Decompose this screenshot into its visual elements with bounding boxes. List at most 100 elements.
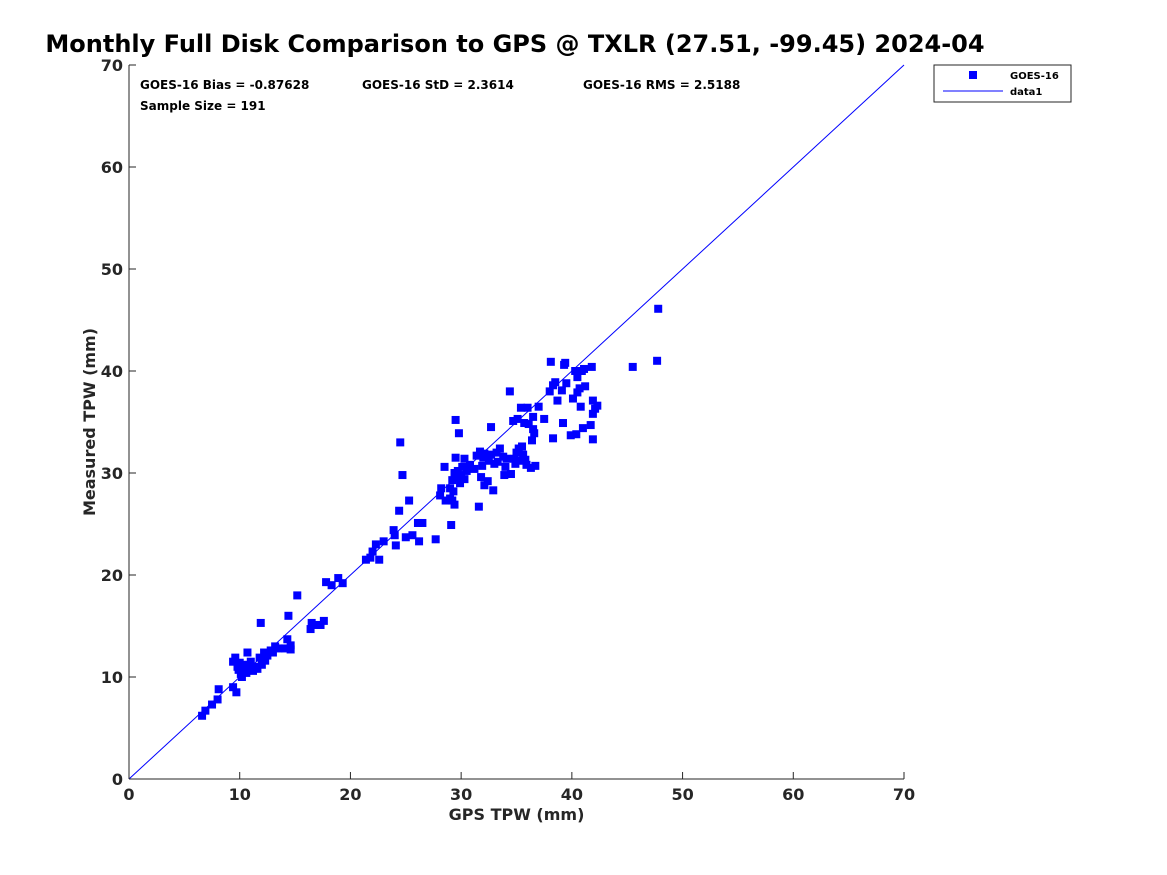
x-tick-label: 40: [561, 785, 583, 804]
data-point: [518, 442, 527, 451]
data-point: [477, 473, 486, 482]
data-point: [540, 414, 549, 423]
data-point: [534, 402, 543, 411]
data-point: [462, 466, 471, 475]
data-point: [454, 429, 463, 438]
x-tick-label: 30: [450, 785, 472, 804]
data-point: [375, 555, 384, 564]
data-point: [573, 388, 582, 397]
data-point: [484, 456, 493, 465]
data-point: [286, 645, 295, 654]
data-point: [519, 450, 528, 459]
data-point: [495, 444, 504, 453]
data-point: [415, 537, 424, 546]
data-point: [255, 653, 264, 662]
data-point: [281, 644, 290, 653]
data-point: [450, 500, 459, 509]
data-point: [568, 394, 577, 403]
data-point: [586, 421, 595, 430]
data-point: [229, 657, 238, 666]
data-point: [366, 553, 375, 562]
data-point: [551, 378, 560, 387]
data-point: [526, 463, 535, 472]
data-point: [398, 471, 407, 480]
data-point: [571, 367, 580, 375]
data-point: [306, 625, 315, 634]
y-tick-label: 0: [112, 770, 123, 789]
data-point: [470, 464, 479, 473]
data-point: [391, 541, 400, 550]
data-point: [244, 663, 253, 672]
data-point: [566, 431, 575, 440]
data-point: [453, 466, 462, 475]
data-point: [229, 683, 238, 692]
data-point: [405, 496, 414, 505]
data-point: [573, 373, 582, 382]
data-point: [447, 521, 456, 530]
data-point: [472, 451, 481, 460]
data-point: [501, 462, 510, 471]
data-point: [545, 387, 554, 396]
data-point: [452, 473, 461, 482]
data-point: [492, 448, 501, 457]
data-point: [575, 384, 584, 393]
data-point: [371, 540, 380, 549]
data-point: [654, 304, 663, 313]
data-point: [466, 460, 474, 469]
data-point: [480, 481, 489, 490]
data-point: [531, 461, 540, 470]
data-point: [249, 666, 257, 675]
data-point: [524, 420, 533, 429]
data-point: [487, 450, 496, 459]
y-axis-label: Measured TPW (mm): [80, 328, 99, 516]
data-point: [390, 531, 399, 540]
data-point: [274, 644, 283, 653]
data-point: [502, 454, 511, 463]
y-tick-label: 60: [101, 158, 123, 177]
data-point: [515, 456, 524, 465]
data-point: [389, 526, 398, 535]
data-point: [562, 379, 571, 388]
data-point: [235, 658, 244, 667]
data-point: [529, 425, 538, 434]
data-point: [460, 454, 469, 463]
data-point: [520, 419, 529, 428]
data-point: [379, 537, 388, 546]
data-point: [242, 668, 251, 677]
data-point: [512, 448, 521, 457]
data-point: [327, 581, 336, 590]
std-stat: GOES-16 StD = 2.3614: [362, 78, 514, 92]
data-point: [451, 453, 460, 462]
data-point: [458, 462, 467, 471]
y-axis-ticks: 0 10 20 30 40 50 60 70: [101, 56, 136, 789]
data-point: [293, 591, 302, 600]
plot-area: 0 10 20 30 40 50 60 70 0 10 20 30 40 50 60 70: [101, 56, 915, 804]
data-point: [437, 484, 446, 493]
data-point: [257, 660, 266, 669]
y-tick-label: 10: [101, 668, 123, 687]
data-point: [460, 475, 469, 484]
data-point: [449, 487, 458, 496]
data-point: [553, 396, 562, 405]
bias-stat: GOES-16 Bias = -0.87628: [140, 78, 309, 92]
y-tick-label: 50: [101, 260, 123, 279]
data-point: [487, 423, 496, 432]
data-point: [580, 364, 589, 373]
x-tick-label: 20: [339, 785, 361, 804]
data-point: [474, 502, 483, 511]
data-point: [510, 454, 519, 463]
data-point: [513, 414, 522, 423]
data-point: [214, 685, 223, 694]
x-tick-label: 70: [893, 785, 915, 804]
data-point: [456, 479, 465, 488]
x-tick-label: 0: [123, 785, 134, 804]
chart-title: Monthly Full Disk Comparison to GPS @ TX…: [45, 30, 984, 58]
data-point: [528, 436, 536, 445]
data-point: [319, 616, 328, 625]
data-point: [448, 476, 457, 485]
data-point: [243, 648, 252, 657]
data-point: [653, 356, 662, 365]
data-point: [523, 403, 532, 412]
y-tick-label: 40: [101, 362, 123, 381]
